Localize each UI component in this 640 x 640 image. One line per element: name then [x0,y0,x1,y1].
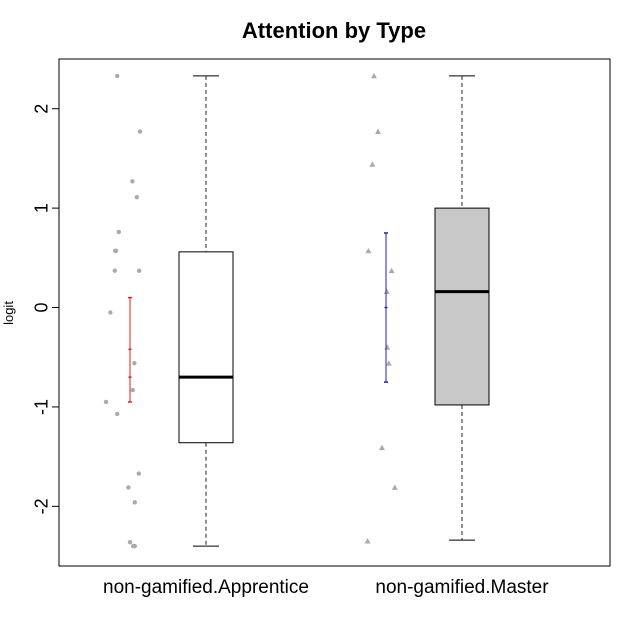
y-tick-label: -1 [31,399,51,415]
box-2 [434,75,490,541]
data-point [130,387,135,393]
data-point [115,73,120,79]
x-category-label: non-gamified.Master [375,577,549,598]
data-point [127,539,133,545]
data-point [113,248,119,254]
y-tick-label: 0 [31,303,51,313]
y-axis-label: logit [1,301,16,325]
y-tick-label: 1 [31,203,51,213]
data-point [137,268,142,273]
data-point [103,399,109,405]
data-point [375,128,381,134]
data-point [112,268,118,273]
iqr-box [178,251,234,444]
data-point [364,538,371,544]
y-tick-label: 2 [31,104,51,114]
plot-area [103,72,490,549]
iqr-box [434,207,490,406]
y-axis: -2 -1 0 1 2 [31,104,59,514]
data-point [388,267,395,274]
box-1 [178,75,234,547]
data-point [369,161,376,167]
error-bar-1 [128,296,132,403]
plot-frame [58,58,611,567]
x-axis: non-gamified.Apprentice non-gamified.Mast… [103,577,549,598]
data-point [126,485,131,490]
data-point [130,179,135,184]
data-point [385,360,392,366]
data-point [379,444,385,451]
data-point [132,361,137,366]
data-point [384,344,391,350]
data-point [132,500,137,505]
x-category-label: non-gamified.Apprentice [103,577,309,598]
data-point [115,411,120,417]
data-point [108,310,113,315]
data-point [134,194,139,200]
data-point [132,543,137,549]
data-point [365,247,372,254]
chart-title: Attention by Type [242,18,426,43]
error-bar-2 [384,232,388,383]
data-point [383,288,390,295]
data-point [391,484,398,490]
data-point [371,72,377,79]
data-point [137,129,143,134]
y-tick-label: -2 [31,498,51,514]
data-point [136,471,141,476]
data-point [116,229,122,235]
